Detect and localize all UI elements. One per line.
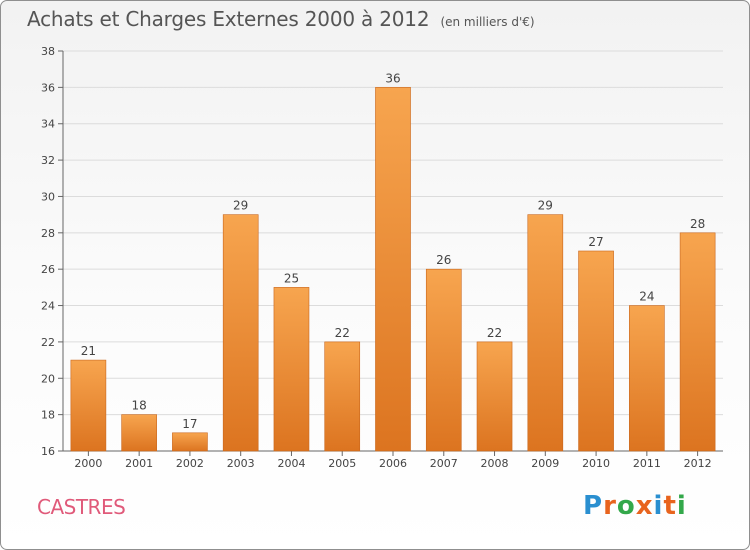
value-label-2010: 27 (588, 235, 603, 249)
chart-title-block: Achats et Charges Externes 2000 à 2012 (… (27, 7, 535, 31)
bar-2012 (679, 232, 716, 452)
proxiti-logo: Proxiti (583, 491, 687, 521)
bar-2006 (375, 87, 411, 452)
bar-2010 (578, 250, 614, 452)
value-label-2011: 24 (639, 290, 654, 304)
value-label-2009: 29 (538, 199, 553, 213)
chart-subtitle: (en milliers d'€) (440, 15, 535, 29)
y-tick-label: 22 (41, 336, 55, 349)
value-label-2008: 22 (487, 326, 502, 340)
logo-letter: P (583, 491, 604, 521)
y-tick-label: 30 (41, 190, 55, 203)
x-tick-label-2008: 2008 (481, 457, 509, 470)
bar-2000 (70, 359, 107, 452)
logo-letter: i (653, 491, 664, 521)
value-label-2006: 36 (385, 71, 400, 85)
x-tick-label-2006: 2006 (379, 457, 407, 470)
x-tick-label-2012: 2012 (684, 457, 712, 470)
y-tick-label: 20 (41, 372, 55, 385)
y-tick-label: 32 (41, 154, 55, 167)
bar-2007 (425, 268, 462, 452)
value-label-2007: 26 (436, 253, 451, 267)
bar-2005 (324, 341, 361, 452)
x-tick-label-2004: 2004 (277, 457, 305, 470)
bar-2001 (121, 414, 157, 452)
x-tick-label-2000: 2000 (74, 457, 102, 470)
labels: 21 2000 18 2001 17 2002 29 2003 25 2004 22 2005 36 20… (74, 71, 711, 470)
y-tick-label: 28 (41, 227, 55, 240)
y-tick-label: 38 (41, 45, 55, 58)
value-label-2001: 18 (132, 399, 147, 413)
y-tick-label: 24 (41, 300, 55, 313)
x-tick-label-2003: 2003 (227, 457, 255, 470)
y-tick-label: 34 (41, 118, 55, 131)
location-label: CASTRES (37, 495, 126, 519)
value-label-2002: 17 (182, 417, 197, 431)
logo-letter: x (635, 491, 654, 521)
x-tick-label-2010: 2010 (582, 457, 610, 470)
x-tick-label-2001: 2001 (125, 457, 153, 470)
bar-2002 (172, 432, 208, 452)
value-label-2003: 29 (233, 199, 248, 213)
bar-2003 (222, 214, 259, 452)
value-label-2005: 22 (335, 326, 350, 340)
value-label-2004: 25 (284, 271, 299, 285)
x-tick-label-2011: 2011 (633, 457, 661, 470)
y-tick-label: 36 (41, 81, 55, 94)
y-tick-label: 26 (41, 263, 55, 276)
bar-2004 (273, 287, 310, 452)
logo-letter: i (676, 491, 687, 521)
logo-letter: o (616, 491, 636, 521)
value-label-2012: 28 (690, 217, 705, 231)
chart-title: Achats et Charges Externes 2000 à 2012 (27, 7, 430, 31)
bars (70, 87, 716, 452)
bar-2009 (527, 214, 564, 452)
y-tick-label: 16 (41, 445, 55, 458)
x-tick-label-2007: 2007 (430, 457, 458, 470)
logo-letter: t (663, 491, 677, 521)
bar-2011 (629, 305, 665, 452)
bar-2008 (476, 341, 513, 452)
x-tick-label-2005: 2005 (328, 457, 356, 470)
value-label-2000: 21 (81, 344, 96, 358)
y-tick-label: 18 (41, 409, 55, 422)
logo-letter: r (603, 491, 617, 521)
x-tick-label-2009: 2009 (531, 457, 559, 470)
x-tick-label-2002: 2002 (176, 457, 204, 470)
